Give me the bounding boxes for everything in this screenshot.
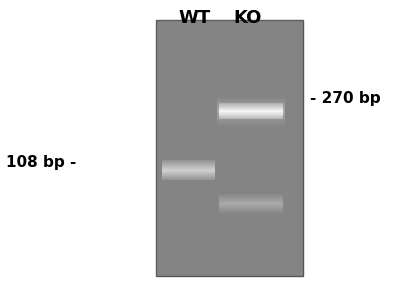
Text: WT: WT (178, 9, 210, 27)
Bar (219, 105, 282, 106)
Bar (219, 204, 282, 205)
Bar (217, 97, 284, 99)
Text: KO: KO (233, 9, 262, 27)
Bar (162, 171, 215, 172)
Bar (219, 195, 282, 196)
Bar (219, 210, 282, 211)
Bar (219, 199, 282, 200)
Bar (162, 178, 215, 179)
Bar (162, 179, 215, 180)
Bar (217, 99, 284, 101)
Bar (217, 119, 284, 120)
Bar (217, 107, 284, 108)
Bar (219, 116, 282, 117)
Bar (162, 165, 215, 166)
Bar (219, 196, 282, 197)
Bar (219, 211, 282, 212)
Bar (217, 120, 284, 122)
Bar (162, 172, 215, 173)
Bar (219, 202, 282, 203)
Bar (219, 110, 282, 111)
Bar (219, 193, 282, 194)
Text: - 270 bp: - 270 bp (309, 91, 379, 107)
Bar (155, 20, 303, 276)
Bar (217, 118, 284, 119)
Bar (217, 102, 284, 104)
Bar (219, 198, 282, 199)
Bar (217, 125, 284, 127)
Bar (217, 116, 284, 118)
Bar (219, 115, 282, 116)
Bar (162, 166, 215, 167)
Bar (219, 194, 282, 195)
Bar (219, 107, 282, 108)
Bar (219, 200, 282, 201)
Bar (219, 118, 282, 119)
Bar (162, 169, 215, 170)
Bar (217, 113, 284, 114)
Bar (219, 113, 282, 114)
Bar (162, 170, 215, 171)
Text: 108 bp -: 108 bp - (6, 155, 76, 171)
Bar (219, 108, 282, 109)
Bar (217, 104, 284, 105)
Bar (219, 192, 282, 193)
Bar (162, 164, 215, 165)
Bar (219, 209, 282, 210)
Bar (219, 117, 282, 118)
Bar (219, 103, 282, 104)
Bar (217, 124, 284, 125)
Bar (219, 109, 282, 110)
Bar (155, 20, 303, 276)
Bar (219, 104, 282, 105)
Bar (219, 106, 282, 107)
Bar (162, 167, 215, 168)
Bar (219, 197, 282, 198)
Bar (219, 205, 282, 206)
Bar (217, 105, 284, 107)
Bar (219, 206, 282, 207)
Bar (217, 110, 284, 111)
Bar (162, 160, 215, 161)
Bar (162, 177, 215, 178)
Bar (162, 176, 215, 177)
Bar (162, 163, 215, 164)
Bar (217, 96, 284, 97)
Bar (217, 101, 284, 102)
Bar (217, 108, 284, 110)
Bar (219, 112, 282, 113)
Bar (217, 122, 284, 124)
Bar (162, 168, 215, 169)
Bar (217, 114, 284, 116)
Bar (219, 213, 282, 214)
Bar (219, 208, 282, 209)
Bar (219, 201, 282, 202)
Bar (162, 162, 215, 163)
Bar (162, 173, 215, 174)
Bar (219, 114, 282, 115)
Bar (162, 175, 215, 176)
Bar (219, 111, 282, 112)
Bar (219, 114, 282, 115)
Bar (219, 203, 282, 204)
Bar (219, 207, 282, 208)
Bar (162, 161, 215, 162)
Bar (219, 214, 282, 215)
Bar (219, 212, 282, 213)
Bar (162, 174, 215, 175)
Bar (217, 111, 284, 113)
